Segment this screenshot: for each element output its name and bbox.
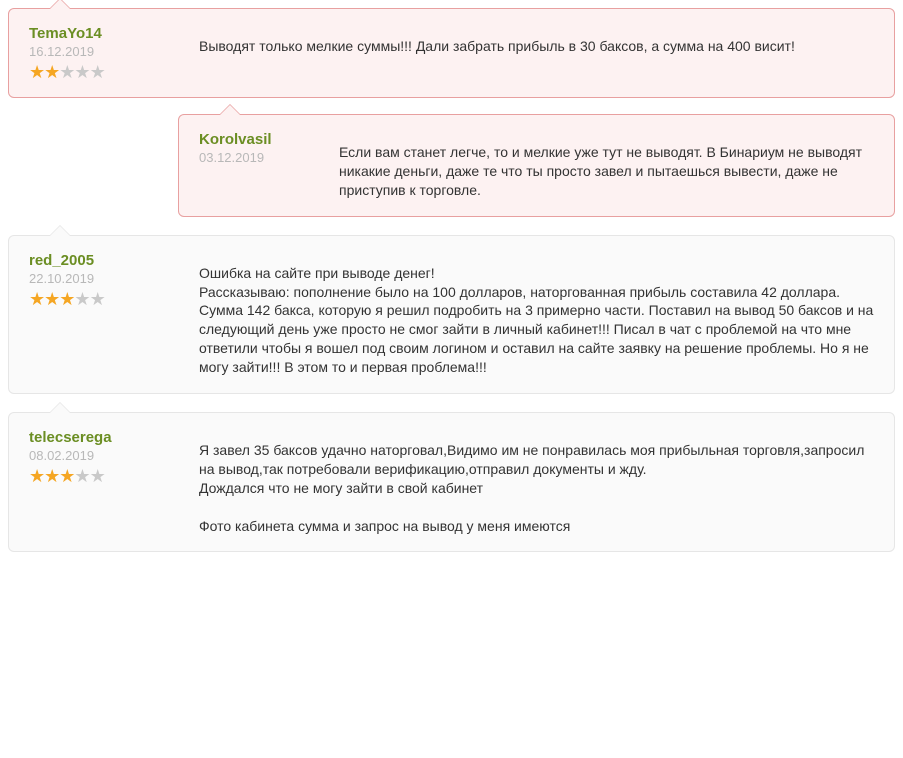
star-icon: ★ — [59, 466, 74, 486]
comment-item: Korolvasil 03.12.2019Если вам станет легч… — [178, 114, 895, 217]
comment-body: Если вам станет легче, то и мелкие уже т… — [339, 131, 874, 200]
username[interactable]: telecserega — [29, 429, 199, 446]
rating-stars: ★★★★★ — [29, 290, 199, 308]
speech-pointer-icon — [49, 225, 71, 236]
star-icon: ★ — [29, 289, 44, 309]
star-icon: ★ — [74, 62, 89, 82]
star-icon: ★ — [44, 466, 59, 486]
comment-meta: TemaYo1416.12.2019★★★★★ — [29, 25, 199, 81]
star-icon: ★ — [59, 289, 74, 309]
comment-date: 03.12.2019 — [199, 150, 339, 165]
username[interactable]: TemaYo14 — [29, 25, 199, 42]
speech-pointer-icon — [49, 402, 71, 413]
star-icon: ★ — [44, 62, 59, 82]
username[interactable]: red_2005 — [29, 252, 199, 269]
rating-stars: ★★★★★ — [29, 63, 199, 81]
comment-item: telecserega08.02.2019★★★★★Я завел 35 бак… — [8, 412, 895, 552]
comment-body: Я завел 35 баксов удачно наторговал,Види… — [199, 429, 874, 535]
comment-meta: red_200522.10.2019★★★★★ — [29, 252, 199, 377]
comment-date: 16.12.2019 — [29, 44, 199, 59]
star-icon: ★ — [74, 289, 89, 309]
star-icon: ★ — [29, 466, 44, 486]
star-icon: ★ — [74, 466, 89, 486]
comment-meta: Korolvasil 03.12.2019 — [199, 131, 339, 200]
comment-item: TemaYo1416.12.2019★★★★★Выводят только ме… — [8, 8, 895, 98]
comment-item: red_200522.10.2019★★★★★Ошибка на сайте п… — [8, 235, 895, 394]
comment-date: 22.10.2019 — [29, 271, 199, 286]
star-icon: ★ — [90, 62, 105, 82]
speech-pointer-icon — [219, 104, 241, 115]
star-icon: ★ — [59, 62, 74, 82]
comment-date: 08.02.2019 — [29, 448, 199, 463]
star-icon: ★ — [90, 289, 105, 309]
star-icon: ★ — [29, 62, 44, 82]
username[interactable]: Korolvasil — [199, 131, 339, 148]
comment-meta: telecserega08.02.2019★★★★★ — [29, 429, 199, 535]
comment-body: Ошибка на сайте при выводе денег! Расска… — [199, 252, 874, 377]
comment-body: Выводят только мелкие суммы!!! Дали забр… — [199, 25, 874, 81]
speech-pointer-icon — [49, 0, 71, 9]
star-icon: ★ — [90, 466, 105, 486]
star-icon: ★ — [44, 289, 59, 309]
comments-list: TemaYo1416.12.2019★★★★★Выводят только ме… — [8, 8, 895, 552]
rating-stars: ★★★★★ — [29, 467, 199, 485]
